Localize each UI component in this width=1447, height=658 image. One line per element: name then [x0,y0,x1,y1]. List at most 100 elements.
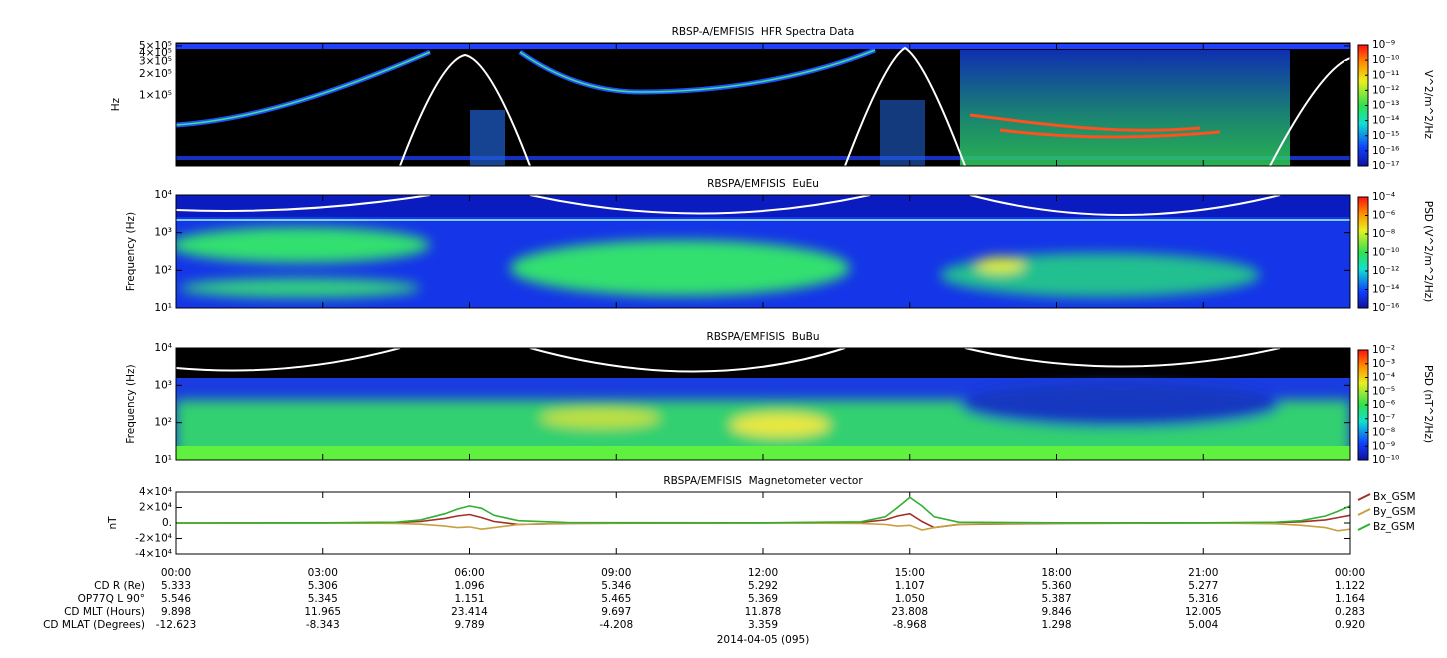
x-tick-label: 03:00 [308,567,338,579]
y-tick-label: 2×10⁵ [139,68,172,80]
ephemeris-value: 5.387 [1041,593,1071,605]
ephemeris-value: -4.208 [599,619,633,631]
ephemeris-value: -12.623 [156,619,197,631]
y-tick-label: 3×10⁵ [139,56,172,68]
colorbar-tick-label: 10⁻¹⁶ [1372,302,1399,314]
legend-swatch [1357,523,1371,531]
ephemeris-value: 11.878 [745,606,782,618]
data-line [175,496,1351,524]
y-tick-label: -2×10⁴ [135,533,172,545]
colorbar-tick-label: 10⁻³ [1372,358,1395,370]
y-tick-label: 5×10⁵ [139,40,172,52]
legend-label: Bx_GSM [1373,491,1416,503]
ephemeris-value: 5.345 [308,593,338,605]
ephemeris-value: 5.346 [601,580,631,592]
ephemeris-value: 11.965 [304,606,341,618]
ephemeris-value: 5.360 [1041,580,1071,592]
date-label: 2014-04-05 (095) [717,634,810,646]
colorbar-tick-label: 10⁻¹⁰ [1372,454,1399,466]
x-tick-label: 18:00 [1041,567,1071,579]
ephemeris-value: 12.005 [1185,606,1222,618]
ephemeris-value: 0.920 [1335,619,1365,631]
y-tick-label: 10¹ [154,454,172,466]
y-tick-label: -4×10⁴ [135,548,172,560]
colorbar-tick-label: 10⁻⁸ [1372,427,1395,439]
colorbar-tick-label: 10⁻⁷ [1372,413,1395,425]
ephemeris-value: -8.968 [893,619,927,631]
ephemeris-value: 1.107 [895,580,925,592]
colorbar-tick-label: 10⁻¹⁴ [1372,115,1399,127]
colorbar-tick-label: 10⁻¹² [1372,84,1399,96]
x-tick-label: 09:00 [601,567,631,579]
colorbar-tick-label: 10⁻¹¹ [1372,69,1399,81]
ephemeris-label: CD R (Re) [94,580,145,592]
y-tick-label: 10¹ [154,302,172,314]
colorbar-tick-label: 10⁻⁶ [1372,210,1395,222]
ephemeris-value: 23.808 [891,606,928,618]
ephemeris-value: -8.343 [306,619,340,631]
y-axis-label: nT [107,516,119,530]
ephemeris-label: OP77Q L 90° [78,593,145,605]
legend-label: Bz_GSM [1373,521,1415,533]
ephemeris-value: 9.898 [161,606,191,618]
ephemeris-label: CD MLT (Hours) [64,606,145,618]
ephemeris-value: 5.316 [1188,593,1218,605]
panel-title: RBSPA/EMFISIS EuEu [707,178,819,190]
x-tick-label: 15:00 [895,567,925,579]
y-tick-label: 4×10⁵ [139,47,172,59]
colorbar-tick-label: 10⁻¹⁴ [1372,284,1399,296]
colorbar-tick-label: 10⁻⁹ [1372,440,1395,452]
x-tick-label: 00:00 [1335,567,1365,579]
colorbar-tick-label: 10⁻¹³ [1372,100,1399,112]
y-tick-label: 10⁴ [154,189,172,201]
ephemeris-value: 9.697 [601,606,631,618]
ephemeris-value: 5.004 [1188,619,1218,631]
colorbar-tick-label: 10⁻⁴ [1372,191,1395,203]
x-tick-label: 12:00 [748,567,778,579]
ephemeris-value: 5.333 [161,580,191,592]
plot-frame [175,194,1351,309]
y-axis-label: Frequency (Hz) [125,212,137,291]
ephemeris-value: 23.414 [451,606,488,618]
plot-frame [175,42,1351,167]
ephemeris-label: CD MLAT (Degrees) [43,619,145,631]
ephemeris-value: 1.151 [454,593,484,605]
y-axis-label: Hz [110,97,122,111]
y-tick-label: 4×10⁴ [139,486,172,498]
x-tick-label: 06:00 [454,567,484,579]
ephemeris-value: 3.359 [748,619,778,631]
ephemeris-value: 0.283 [1335,606,1365,618]
legend-swatch [1357,493,1371,501]
spectrogram-image [176,348,1350,460]
colorbar-tick-label: 10⁻⁹ [1372,39,1395,51]
data-line [175,512,1351,529]
spectrogram-image [176,195,1350,308]
colorbar-tick-label: 10⁻¹² [1372,265,1399,277]
ephemeris-value: 1.298 [1041,619,1071,631]
ephemeris-value: 9.789 [454,619,484,631]
ephemeris-value: 1.050 [895,593,925,605]
spectrogram-image [176,43,1350,166]
ephemeris-value: 5.292 [748,580,778,592]
colorbar-tick-label: 10⁻⁴ [1372,372,1395,384]
panel-title: RBSPA/EMFISIS BuBu [706,331,819,343]
ephemeris-value: 5.306 [308,580,338,592]
colorbar-tick-label: 10⁻¹⁰ [1372,247,1399,259]
colorbar-tick-label: 10⁻⁵ [1372,385,1395,397]
x-tick-label: 21:00 [1188,567,1218,579]
y-tick-label: 10³ [154,227,172,239]
legend-label: By_GSM [1373,506,1416,518]
ephemeris-value: 5.369 [748,593,778,605]
colorbar-tick-label: 10⁻² [1372,344,1395,356]
y-tick-label: 2×10⁴ [139,502,172,514]
colorbar-tick-label: 10⁻⁶ [1372,399,1395,411]
colorbar-tick-label: 10⁻¹⁰ [1372,54,1399,66]
y-tick-label: 10⁴ [154,342,172,354]
ephemeris-value: 1.122 [1335,580,1365,592]
y-tick-label: 10² [154,417,172,429]
x-tick-label: 00:00 [161,567,191,579]
ephemeris-value: 5.277 [1188,580,1218,592]
panel-title: RBSPA/EMFISIS Magnetometer vector [663,475,863,487]
y-axis-label: Frequency (Hz) [125,364,137,443]
